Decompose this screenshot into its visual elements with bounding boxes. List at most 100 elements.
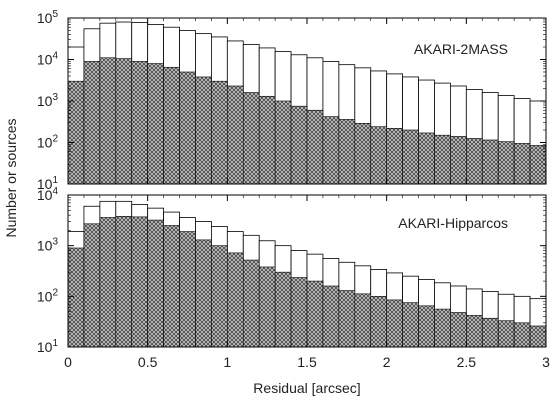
y-tick-exponent: 5 <box>52 9 58 20</box>
bottom-bar-hatched <box>242 259 260 348</box>
top-bar-hatched <box>211 80 228 185</box>
bottom-bar-hatched <box>513 322 531 348</box>
y-tick-exponent: 1 <box>52 175 58 186</box>
top-y-tick-label: 101 <box>37 175 59 192</box>
bottom-bar-hatched <box>466 315 483 348</box>
top-bar-hatched <box>147 63 164 185</box>
bottom-bar-hatched <box>338 290 356 348</box>
y-tick-base: 10 <box>37 339 53 355</box>
bottom-bar-hatched <box>195 239 212 348</box>
top-bar-hatched <box>242 92 260 185</box>
y-tick-base: 10 <box>37 93 53 109</box>
top-bar-hatched <box>434 134 451 185</box>
top-bar-hatched <box>466 138 483 185</box>
bottom-bar-hatched <box>306 280 324 348</box>
top-y-tick-label: 104 <box>37 51 59 68</box>
bottom-bar-hatched <box>147 219 164 348</box>
bottom-bar-hatched <box>322 285 340 348</box>
bottom-bar-hatched <box>258 266 276 348</box>
y-tick-base: 10 <box>37 52 53 68</box>
top-bar-hatched <box>227 85 244 185</box>
bottom-bar-hatched <box>83 223 101 348</box>
bottom-bar-hatched <box>163 225 180 348</box>
bottom-bar-hatched <box>227 252 244 348</box>
y-tick-exponent: 3 <box>52 237 58 248</box>
top-bar-hatched <box>195 76 212 185</box>
y-tick-base: 10 <box>37 238 53 254</box>
bottom-bar-hatched <box>497 320 515 348</box>
y-tick-base: 10 <box>37 187 53 203</box>
bottom-bar-hatched <box>450 312 467 348</box>
y-tick-base: 10 <box>37 176 53 192</box>
top-bar-hatched <box>450 136 467 185</box>
bottom-bar-hatched <box>402 302 419 348</box>
top-y-tick-label: 103 <box>37 92 59 109</box>
x-tick-label: 0.5 <box>138 354 158 370</box>
bottom-y-tick-label: 104 <box>37 186 59 203</box>
x-tick-label: 2 <box>383 354 391 370</box>
bottom-bar-hatched <box>354 293 372 348</box>
x-tick-label: 2.5 <box>457 354 477 370</box>
y-tick-base: 10 <box>37 288 53 304</box>
top-bar-hatched <box>83 61 101 185</box>
bottom-bar-hatched <box>211 245 228 348</box>
top-bar-hatched <box>67 80 85 185</box>
top-bar-hatched <box>258 95 276 185</box>
top-bar-hatched <box>274 100 292 185</box>
bottom-bar-hatched <box>418 305 435 348</box>
bottom-bar-hatched <box>386 299 403 348</box>
bottom-bar-hatched <box>99 217 117 348</box>
bottom-bar-hatched <box>115 215 133 348</box>
y-axis-label: Number or sources <box>3 118 19 237</box>
top-bar-hatched <box>529 145 547 185</box>
bottom-bar-hatched <box>529 325 547 348</box>
bottom-y-tick-label: 103 <box>37 237 59 254</box>
top-bar-hatched <box>338 119 356 185</box>
bottom-bar-hatched <box>481 317 499 348</box>
y-tick-exponent: 2 <box>52 287 58 298</box>
y-tick-exponent: 4 <box>52 51 58 62</box>
top-bar-hatched <box>354 123 372 185</box>
top-bar-hatched <box>99 57 117 185</box>
bottom-bar-hatched <box>67 247 85 348</box>
x-tick-label: 0 <box>64 354 72 370</box>
top-bar-hatched <box>290 105 308 185</box>
y-tick-exponent: 2 <box>52 134 58 145</box>
bottom-bar-hatched <box>290 277 308 348</box>
top-bar-hatched <box>163 66 180 185</box>
top-bar-hatched <box>481 139 499 185</box>
top-bar-hatched <box>322 116 340 185</box>
x-axis-label: Residual [arcsec] <box>253 380 360 396</box>
top-bar-hatched <box>497 141 515 185</box>
y-tick-exponent: 3 <box>52 92 58 103</box>
top-bar-hatched <box>131 61 148 185</box>
top-bar-hatched <box>115 58 133 185</box>
top-y-tick-label: 105 <box>37 9 59 26</box>
panel-top-label: AKARI-2MASS <box>414 41 508 57</box>
y-tick-exponent: 1 <box>52 338 58 349</box>
y-tick-base: 10 <box>37 135 53 151</box>
x-tick-label: 1 <box>223 354 231 370</box>
bottom-bar-hatched <box>131 216 148 348</box>
bottom-y-tick-label: 102 <box>37 287 59 304</box>
top-y-tick-label: 102 <box>37 134 59 151</box>
top-bar-hatched <box>402 129 419 185</box>
top-bar-hatched <box>386 127 403 185</box>
bottom-bar-hatched <box>434 308 451 348</box>
bottom-bar-hatched <box>179 231 196 348</box>
top-bar-hatched <box>179 71 196 185</box>
y-tick-base: 10 <box>37 10 53 26</box>
bottom-bar-hatched <box>274 271 292 348</box>
panel-bottom-x-ticks: 0 0.5 1 1.5 2 2.5 3 <box>64 195 550 370</box>
bottom-y-tick-label: 101 <box>37 338 59 355</box>
x-tick-label: 1.5 <box>297 354 317 370</box>
panel-bottom-label: AKARI-Hipparcos <box>398 215 508 231</box>
top-bar-hatched <box>418 132 435 185</box>
x-tick-label: 3 <box>542 354 550 370</box>
bottom-bar-hatched <box>370 296 387 348</box>
top-bar-hatched <box>370 126 387 185</box>
